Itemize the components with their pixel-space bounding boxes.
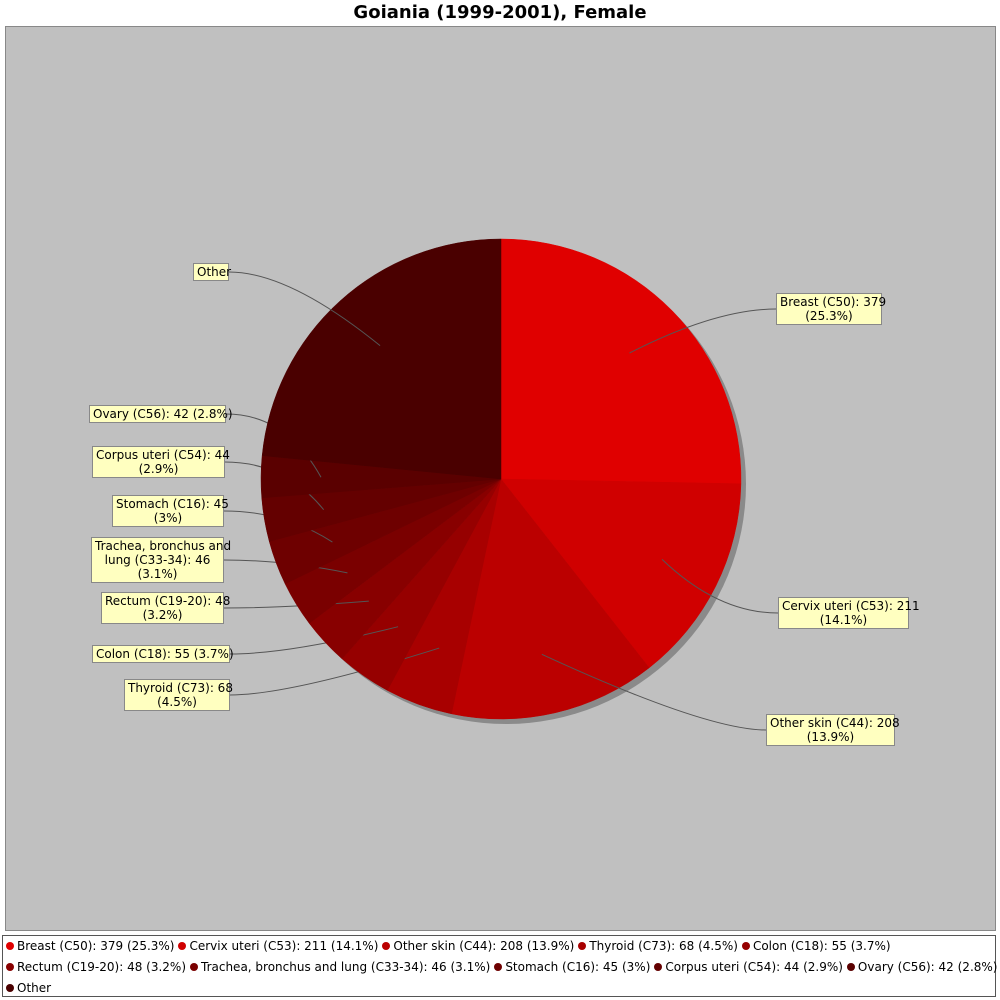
legend-item-ovary-c56: Ovary (C56): 42 (2.8%): [846, 960, 998, 974]
legend-label: Ovary (C56): 42 (2.8%): [857, 960, 998, 974]
legend-item-stomach-c16: Stomach (C16): 45 (3%): [494, 960, 650, 974]
legend-item-thyroid-c73: Thyroid (C73): 68 (4.5%): [578, 939, 738, 953]
legend-label: Trachea, bronchus and lung (C33-34): 46 …: [201, 960, 491, 974]
legend-row: Other: [6, 981, 55, 995]
legend-row: Rectum (C19-20): 48 (3.2%) Trachea, bronc…: [6, 960, 1000, 974]
leader-line-breast-c50: [629, 308, 777, 354]
legend-swatch-icon: [741, 942, 750, 950]
legend-label: Colon (C18): 55 (3.7%): [752, 939, 891, 953]
legend-item-other: Other: [6, 981, 51, 995]
legend: Breast (C50): 379 (25.3%) Cervix uteri (C…: [2, 935, 997, 997]
legend-label: Corpus uteri (C54): 44 (2.9%): [665, 960, 843, 974]
legend-item-rectum-c19-20: Rectum (C19-20): 48 (3.2%): [6, 960, 186, 974]
legend-swatch-icon: [578, 942, 587, 950]
pie-chart: [223, 238, 779, 731]
legend-label: Other skin (C44): 208 (13.9%): [393, 939, 575, 953]
legend-swatch-icon: [178, 942, 187, 950]
legend-label: Cervix uteri (C53): 211 (14.1%): [189, 939, 379, 953]
slice-label-ovary-c56: Ovary (C56): 42 (2.8%): [89, 405, 233, 423]
legend-item-breast-c50: Breast (C50): 379 (25.3%): [6, 939, 174, 953]
legend-swatch-icon: [190, 963, 198, 971]
leader-line-other-skin-c44: [541, 653, 767, 731]
legend-swatch-icon: [6, 963, 14, 971]
legend-label: Other: [17, 981, 52, 995]
pie-slice-other-skin-c44: [451, 478, 650, 720]
legend-label: Thyroid (C73): 68 (4.5%): [589, 939, 738, 953]
legend-swatch-icon: [494, 963, 503, 971]
slice-label-corpus-uteri-c54: Corpus uteri (C54): 44 (2.9%): [92, 446, 230, 478]
legend-row: Breast (C50): 379 (25.3%) Cervix uteri (C…: [6, 939, 895, 953]
legend-swatch-icon: [846, 963, 855, 971]
legend-item-trachea-bronchus-and-lung-c33-34: Trachea, bronchus and lung (C33-34): 46 …: [190, 960, 490, 974]
legend-item-cervix-uteri-c53: Cervix uteri (C53): 211 (14.1%): [178, 939, 378, 953]
slice-label-thyroid-c73: Thyroid (C73): 68 (4.5%): [124, 679, 233, 711]
legend-item-other-skin-c44: Other skin (C44): 208 (13.9%): [382, 939, 574, 953]
chart-title: Goiania (1999-2001), Female: [353, 2, 647, 23]
leader-line-colon-c18: [229, 626, 399, 655]
plot-area: Breast (C50): 379 (25.3%) Cervix uteri (C5…: [5, 26, 996, 931]
legend-swatch-icon: [6, 984, 14, 992]
pie-slice-breast-c50: [500, 238, 742, 485]
slice-label-colon-c18: Colon (C18): 55 (3.7%): [92, 645, 234, 663]
legend-swatch-icon: [654, 963, 663, 971]
slice-label-breast-c50: Breast (C50): 379 (25.3%): [776, 293, 886, 325]
pie-slice-cervix-uteri-c53: [500, 478, 742, 669]
legend-label: Rectum (C19-20): 48 (3.2%): [17, 960, 186, 974]
legend-swatch-icon: [6, 942, 14, 950]
slice-label-rectum-c19-20: Rectum (C19-20): 48 (3.2%): [101, 592, 230, 624]
legend-item-colon-c18: Colon (C18): 55 (3.7%): [741, 939, 891, 953]
slice-label-trachea-bronchus-and-lung-c33-34: Trachea, bronchus and lung (C33-34): 46 (3…: [91, 537, 231, 583]
slice-label-other-skin-c44: Other skin (C44): 208 (13.9%): [766, 714, 900, 746]
legend-item-corpus-uteri-c54: Corpus uteri (C54): 44 (2.9%): [654, 960, 843, 974]
leader-line-other: [228, 271, 381, 347]
slice-label-stomach-c16: Stomach (C16): 45 (3%): [112, 495, 229, 527]
slice-label-other: Other: [193, 263, 231, 281]
leader-line-rectum-c19-20: [223, 600, 369, 609]
slice-label-cervix-uteri-c53: Cervix uteri (C53): 211 (14.1%): [778, 597, 920, 629]
legend-label: Stomach (C16): 45 (3%): [505, 960, 651, 974]
legend-label: Breast (C50): 379 (25.3%): [17, 939, 175, 953]
pie-slice-other: [261, 238, 502, 480]
legend-swatch-icon: [382, 942, 391, 950]
leader-line-cervix-uteri-c53: [661, 558, 779, 614]
